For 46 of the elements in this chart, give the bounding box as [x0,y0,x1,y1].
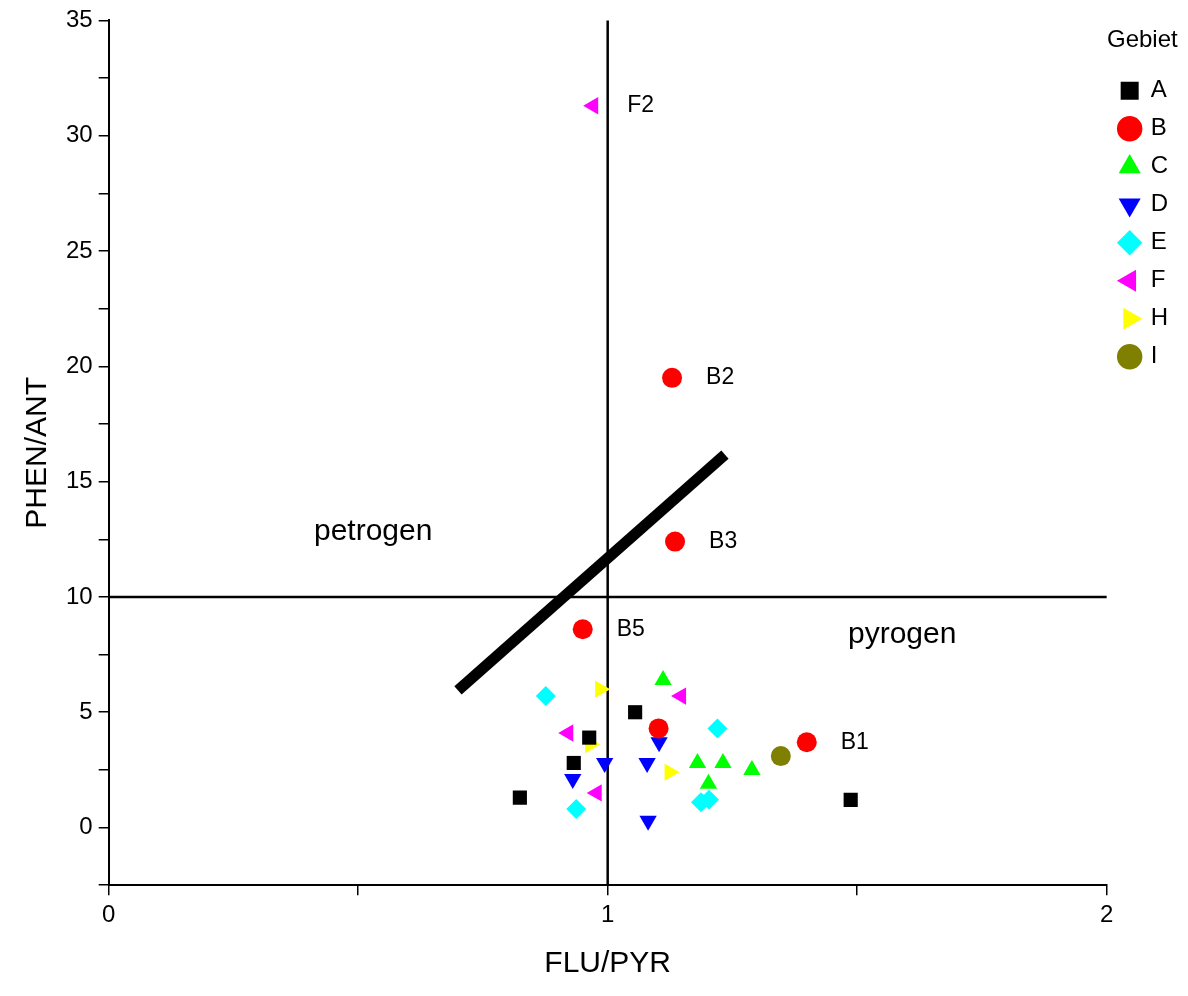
point [843,792,858,807]
point [582,730,597,745]
point [671,687,687,705]
point [707,718,728,739]
legend-label: B [1150,113,1167,141]
x-tick-label: 1 [601,900,615,928]
annotation: pyrogen [847,616,957,650]
annotation: B1 [840,727,869,754]
y-tick-label: 35 [65,5,93,33]
y-tick-label: 20 [65,350,93,378]
point [572,619,593,640]
y-tick-label: 10 [65,581,93,609]
y-tick-label: 25 [65,235,93,263]
legend-title: Gebiet [1106,24,1179,52]
legend-label: D [1150,189,1169,217]
legend-label: C [1150,151,1169,179]
annotation: B5 [616,614,645,641]
y-tick-label: 5 [79,696,93,724]
y-axis-title: PHEN/ANT [19,376,53,529]
point [535,686,556,707]
legend-label: I [1150,341,1158,369]
point [662,367,683,388]
point [566,755,581,771]
y-tick-label: 30 [65,120,93,148]
point [512,790,527,805]
x-axis-title: FLU/PYR [544,945,672,979]
point [648,718,669,739]
y-tick-label: 15 [65,466,93,494]
annotation: B3 [709,526,738,553]
y-tick-label: 0 [79,812,93,840]
x-tick-label: 0 [102,900,116,928]
point [665,531,686,552]
x-tick-label: 2 [1099,900,1114,928]
annotation: F2 [627,91,655,118]
point [628,705,643,720]
legend-label: A [1150,75,1167,103]
point [770,746,791,767]
legend-label: E [1150,227,1167,255]
legend-label: H [1150,303,1169,331]
point [566,799,587,820]
annotation: B2 [706,363,735,390]
point [596,757,614,773]
point [796,732,817,753]
point [638,757,656,773]
annotation: petrogen [313,513,433,547]
legend-label: F [1150,265,1166,293]
